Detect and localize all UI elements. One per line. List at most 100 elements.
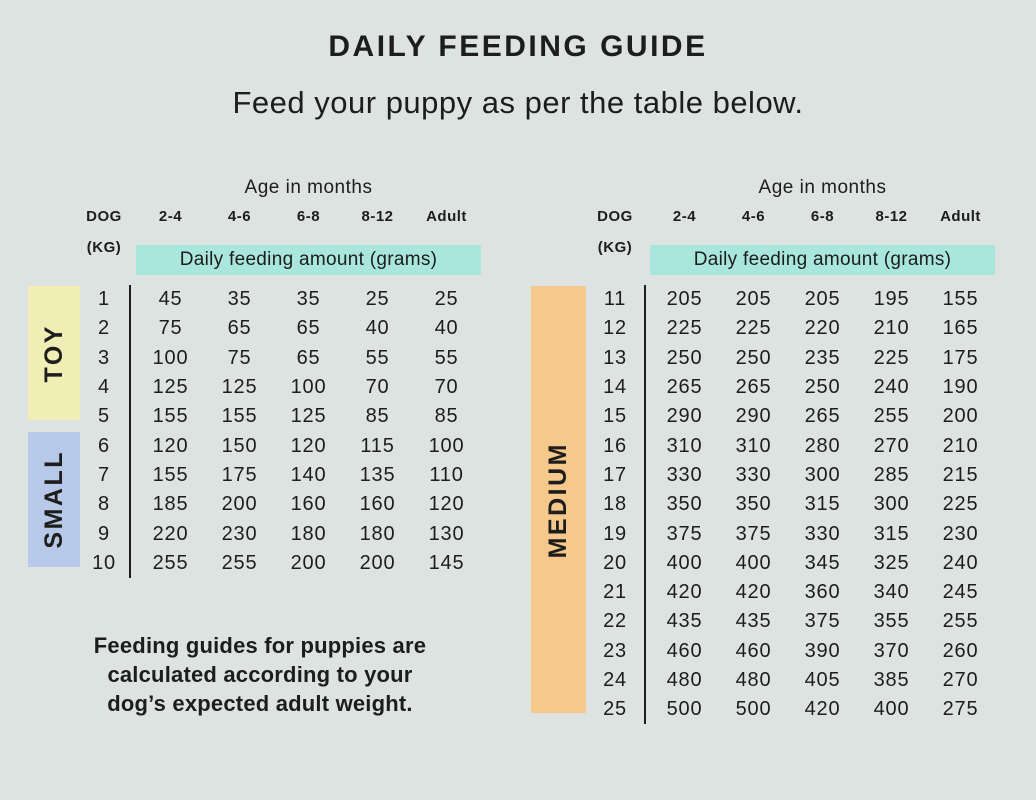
amount-value: 360 (804, 581, 841, 604)
amount-value: 180 (359, 522, 396, 545)
amount-value: 70 (434, 376, 459, 399)
amount-value: 120 (428, 493, 465, 516)
amount-value: 480 (735, 669, 772, 691)
amount-value: 70 (365, 376, 390, 399)
amount-value: 150 (221, 434, 258, 457)
amount-value: 140 (290, 463, 327, 486)
kg-value: 13 (603, 346, 627, 369)
kg-value: 21 (603, 581, 627, 604)
amount-value: 405 (804, 669, 841, 691)
amount-value: 340 (873, 581, 910, 604)
kg-value: 4 (98, 376, 110, 399)
amount-value: 245 (942, 581, 979, 604)
kg-value: 15 (603, 405, 627, 428)
amount-value: 180 (290, 522, 327, 545)
amount-value: 185 (152, 493, 189, 516)
age-column-label: Adult (940, 208, 981, 225)
amount-value: 100 (152, 346, 189, 369)
feeding-amount-band-label: Daily feeding amount (grams) (650, 245, 995, 275)
amount-value: 200 (290, 551, 327, 574)
amount-value: 165 (942, 317, 979, 340)
group-band-label: TOY (39, 324, 68, 383)
amount-value: 205 (804, 288, 841, 311)
amount-value: 120 (152, 434, 189, 457)
kg-value: 5 (98, 405, 110, 428)
feeding-table-toy-small: Age in months DOG 2-4 4-6 6-8 8-12 Adult… (28, 170, 481, 578)
kg-header-label: (KG) (86, 239, 122, 256)
feeding-amount-band-label: Daily feeding amount (grams) (136, 245, 481, 275)
amount-value: 280 (804, 434, 841, 457)
kg-value: 25 (603, 698, 627, 721)
amount-value: 375 (804, 610, 841, 633)
kg-value: 22 (603, 610, 627, 633)
amount-value: 370 (873, 639, 910, 662)
amount-value: 40 (434, 317, 459, 340)
amount-value: 35 (227, 288, 252, 311)
age-column-label: 6-8 (810, 208, 835, 225)
amount-value: 195 (873, 288, 910, 311)
amount-value: 255 (221, 551, 258, 574)
amount-value: 500 (735, 698, 772, 721)
amount-value: 40 (365, 317, 390, 340)
amount-value: 255 (152, 551, 189, 574)
amount-value: 420 (735, 581, 772, 604)
amount-value: 420 (804, 698, 841, 721)
amount-value: 155 (942, 288, 979, 311)
amount-value: 125 (152, 376, 189, 399)
amount-value: 205 (735, 288, 772, 311)
amount-value: 220 (152, 522, 189, 545)
amount-value: 175 (221, 463, 258, 486)
age-column-label: 4-6 (227, 208, 252, 225)
kg-value: 2 (98, 317, 110, 340)
amount-value: 265 (735, 376, 772, 399)
amount-value: 160 (359, 493, 396, 516)
amount-value: 220 (804, 317, 841, 340)
group-band-label: SMALL (39, 450, 68, 550)
amount-value: 45 (158, 288, 183, 311)
amount-value: 135 (359, 463, 396, 486)
amount-value: 210 (873, 317, 910, 340)
amount-value: 85 (434, 405, 459, 428)
amount-value: 315 (804, 493, 841, 516)
amount-value: 25 (365, 288, 390, 311)
amount-value: 420 (666, 581, 703, 604)
group-band-toy: TOY (28, 286, 80, 421)
amount-value: 230 (221, 522, 258, 545)
amount-value: 155 (221, 405, 258, 428)
amount-value: 240 (942, 551, 979, 574)
feeding-table-medium: Age in months DOG 2-4 4-6 6-8 8-12 Adult… (531, 170, 995, 725)
amount-value: 290 (666, 405, 703, 428)
amount-value: 240 (873, 376, 910, 399)
kg-value: 10 (92, 551, 116, 574)
amount-value: 65 (227, 317, 252, 340)
amount-value: 310 (666, 434, 703, 457)
amount-value: 35 (296, 288, 321, 311)
table-divider-line (644, 285, 646, 725)
amount-value: 100 (290, 376, 327, 399)
amount-value: 250 (735, 346, 772, 369)
amount-value: 115 (360, 434, 395, 457)
amount-value: 255 (942, 610, 979, 633)
amount-value: 25 (434, 288, 459, 311)
kg-value: 11 (603, 288, 627, 311)
amount-value: 200 (359, 551, 396, 574)
kg-value: 6 (98, 434, 110, 457)
amount-value: 300 (873, 493, 910, 516)
amount-value: 65 (296, 317, 321, 340)
group-band-label: MEDIUM (544, 441, 572, 558)
kg-value: 1 (98, 288, 110, 311)
footnote-line: calculated according to your (107, 662, 413, 687)
amount-value: 265 (804, 405, 841, 428)
amount-value: 375 (735, 522, 772, 545)
amount-value: 270 (873, 434, 910, 457)
page-subtitle: Feed your puppy as per the table below. (232, 85, 804, 120)
amount-value: 350 (735, 493, 772, 516)
amount-value: 400 (735, 551, 772, 574)
amount-value: 265 (666, 376, 703, 399)
amount-value: 290 (735, 405, 772, 428)
age-in-months-label: Age in months (244, 176, 373, 198)
amount-value: 175 (942, 346, 979, 369)
amount-value: 300 (804, 463, 841, 486)
amount-value: 55 (434, 346, 459, 369)
